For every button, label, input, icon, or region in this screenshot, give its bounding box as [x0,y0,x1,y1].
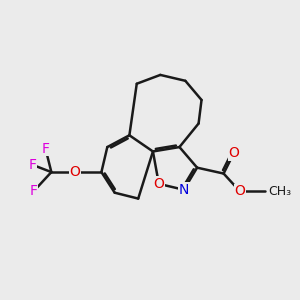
Text: CH₃: CH₃ [268,185,292,198]
Text: O: O [234,184,245,198]
Text: F: F [41,142,50,155]
Text: N: N [179,183,189,197]
Text: O: O [70,165,80,179]
Text: F: F [28,158,36,172]
Text: O: O [153,177,164,191]
Text: O: O [229,146,239,160]
Text: F: F [30,184,38,198]
